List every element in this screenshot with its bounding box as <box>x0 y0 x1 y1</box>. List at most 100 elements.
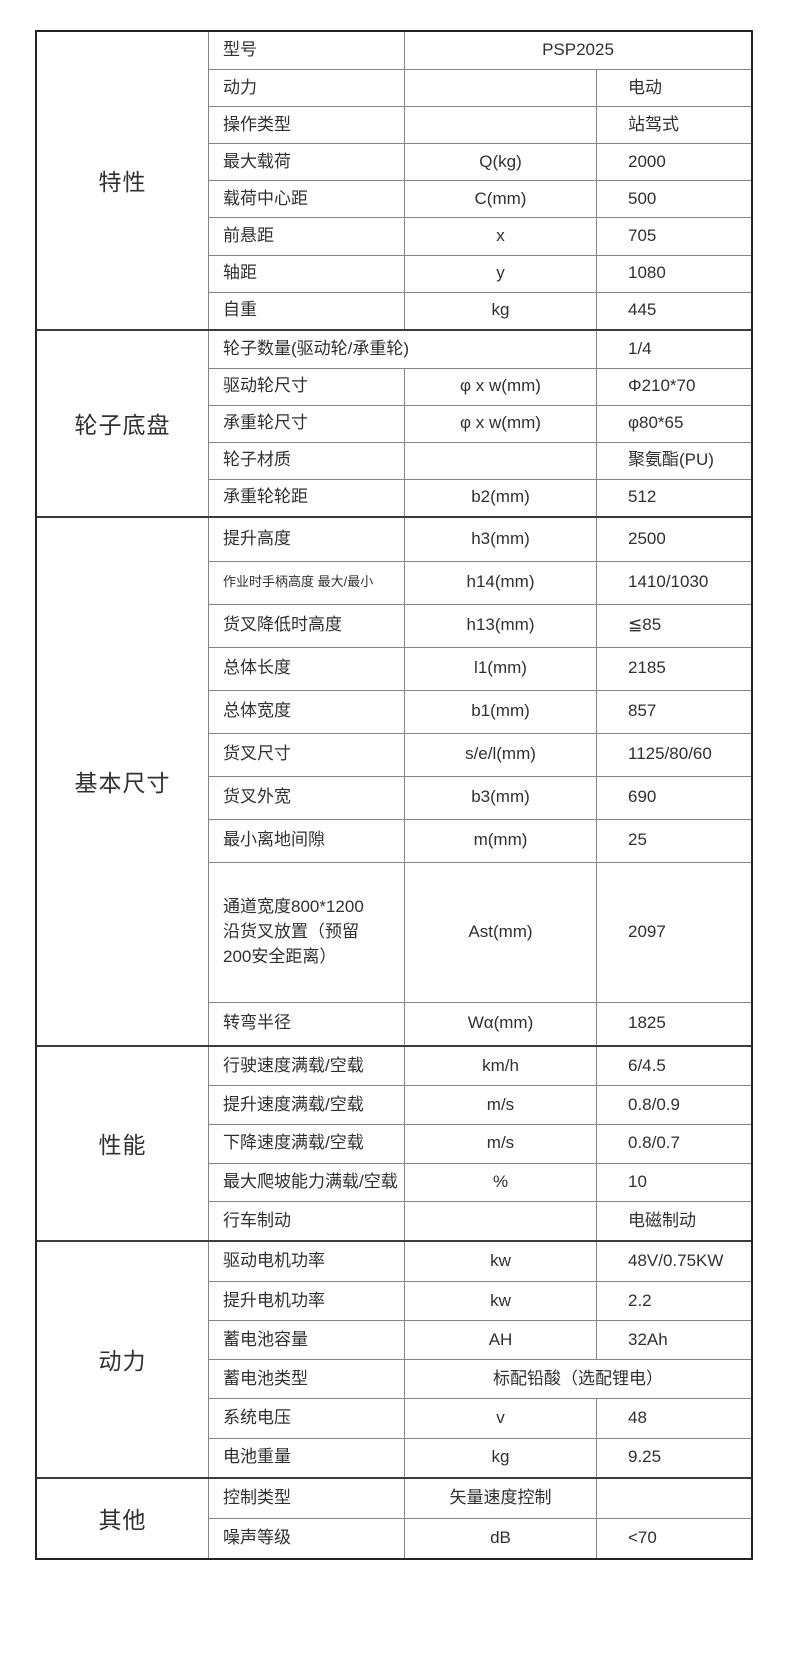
param-label: 承重轮尺寸 <box>223 413 308 433</box>
param-value: 25 <box>596 819 751 862</box>
spec-row: 承重轮尺寸 φ x w(mm) φ80*65 <box>209 404 751 442</box>
param-value: 10 <box>596 1163 751 1202</box>
spec-row: 最大爬坡能力满载/空载% 10 <box>209 1162 751 1202</box>
param-value: 聚氨酯(PU) <box>596 442 751 479</box>
param-value: 48 <box>596 1399 751 1438</box>
section-rows: 轮子数量(驱动轮/承重轮) 1/4 驱动轮尺寸 φ x w(mm) Φ210*70 承重轮… <box>209 330 751 516</box>
param-symbol: kg <box>404 1438 596 1477</box>
param-label: 轮子材质 <box>223 450 291 470</box>
param-value: 2.2 <box>596 1281 751 1321</box>
param-label: 系统电压 <box>223 1408 291 1428</box>
param-value: 站驾式 <box>596 107 751 144</box>
param-value: φ80*65 <box>596 405 751 442</box>
spec-row: 载荷中心距 C(mm) 500 <box>209 180 751 218</box>
param-value: 0.8/0.7 <box>596 1124 751 1163</box>
param-symbol: m/s <box>404 1086 596 1124</box>
spec-row: 动力 电动 <box>209 69 751 107</box>
spec-section-4: 动力 驱动电机功率 kw 48V/0.75KW 提升电机功率 kw 2.2 蓄电池容量 AH 32… <box>37 1239 751 1477</box>
param-symbol: km/h <box>404 1046 596 1086</box>
spec-row: 自重 kg 445 <box>209 291 751 329</box>
spec-row: 承重轮轮距 b2(mm) 512 <box>209 478 751 516</box>
spec-section-0: 特性 型号 PSP2025 动力 电动 操作类型 站驾式 最大载荷 Q(kg) 2000 载荷中心距… <box>37 32 751 329</box>
section-rows: 型号 PSP2025 动力 电动 操作类型 站驾式 最大载荷 Q(kg) 2000 载荷中心距 C(… <box>209 32 751 329</box>
spec-row: 操作类型 站驾式 <box>209 106 751 144</box>
section-rows: 行驶速度满载/空载 km/h 6/4.5 提升速度满载/空载 m/s 0.8/0.9 下降速… <box>209 1046 751 1240</box>
param-value: 1125/80/60 <box>596 733 751 776</box>
param-symbol <box>404 442 596 479</box>
param-label: 驱动轮尺寸 <box>223 376 308 396</box>
param-symbol: h14(mm) <box>404 561 596 604</box>
param-label: 下降速度满载/空载 <box>223 1133 364 1153</box>
section-rows: 驱动电机功率 kw 48V/0.75KW 提升电机功率 kw 2.2 蓄电池容量 AH 32Ah… <box>209 1241 751 1477</box>
spec-row: 前悬距 x 705 <box>209 217 751 255</box>
param-symbol: kw <box>404 1241 596 1281</box>
param-symbol: l1(mm) <box>404 647 596 690</box>
param-symbol <box>404 1202 596 1240</box>
category-label: 其他 <box>37 1478 209 1558</box>
spec-row: 行驶速度满载/空载 km/h 6/4.5 <box>209 1046 751 1086</box>
param-value: 1080 <box>596 255 751 292</box>
param-value: 2500 <box>596 517 751 561</box>
spec-row: 总体长度 l1(mm) 2185 <box>209 646 751 690</box>
spec-row: 下降速度满载/空载 m/s 0.8/0.7 <box>209 1123 751 1163</box>
param-label: 轮子数量(驱动轮/承重轮) <box>223 338 410 358</box>
param-value: 2185 <box>596 647 751 690</box>
param-symbol: kg <box>404 292 596 329</box>
spec-row: 最小离地间隙 m(mm) 25 <box>209 818 751 862</box>
param-label: 总体长度 <box>223 658 291 678</box>
spec-row: 蓄电池类型 标配铅酸（选配锂电） <box>209 1359 751 1399</box>
spec-section-2: 基本尺寸 提升高度 h3(mm) 2500 作业时手柄高度 最大/最小 h14(mm) 14… <box>37 515 751 1045</box>
category-label: 性能 <box>37 1046 209 1240</box>
param-label: 动力 <box>223 77 257 97</box>
spec-row: 货叉外宽 b3(mm) 690 <box>209 775 751 819</box>
param-symbol <box>404 70 596 107</box>
param-label: 提升高度 <box>223 528 291 548</box>
param-label: 型号 <box>223 40 257 60</box>
param-symbol: x <box>404 218 596 255</box>
param-value: 1825 <box>596 1002 751 1045</box>
section-rows: 控制类型 矢量速度控制 噪声等级 dB <70 <box>209 1478 751 1558</box>
param-label: 电池重量 <box>223 1447 291 1467</box>
param-label: 前悬距 <box>223 226 274 246</box>
spec-row: 提升速度满载/空载 m/s 0.8/0.9 <box>209 1085 751 1124</box>
param-value: ≦85 <box>596 604 751 647</box>
spec-row: 控制类型 矢量速度控制 <box>209 1478 751 1519</box>
param-label: 蓄电池容量 <box>223 1329 308 1349</box>
param-label: 操作类型 <box>223 114 291 134</box>
param-value: 857 <box>596 690 751 733</box>
spec-row: 轮子数量(驱动轮/承重轮) 1/4 <box>209 330 751 368</box>
spec-row: 货叉尺寸 s/e/l(mm) 1125/80/60 <box>209 732 751 776</box>
param-value <box>596 1478 751 1519</box>
param-value: 445 <box>596 292 751 329</box>
param-symbol: dB <box>404 1519 596 1558</box>
spec-row: 电池重量 kg 9.25 <box>209 1437 751 1477</box>
param-label: 货叉尺寸 <box>223 744 291 764</box>
param-value: 705 <box>596 218 751 255</box>
spec-row: 总体宽度 b1(mm) 857 <box>209 689 751 733</box>
param-label: 提升电机功率 <box>223 1290 325 1310</box>
category-label: 基本尺寸 <box>37 517 209 1045</box>
param-symbol: b1(mm) <box>404 690 596 733</box>
spec-row: 轮子材质 聚氨酯(PU) <box>209 441 751 479</box>
param-label: 噪声等级 <box>223 1528 291 1548</box>
spec-row: 驱动轮尺寸 φ x w(mm) Φ210*70 <box>209 367 751 405</box>
param-value: 690 <box>596 776 751 819</box>
param-label: 通道宽度800*1200 沿货叉放置（预留 200安全距离） <box>223 897 364 966</box>
category-label: 特性 <box>37 32 209 329</box>
param-symbol: s/e/l(mm) <box>404 733 596 776</box>
param-label: 承重轮轮距 <box>223 487 308 507</box>
category-label: 动力 <box>37 1241 209 1477</box>
param-label: 最大爬坡能力满载/空载 <box>223 1172 398 1191</box>
param-symbol: % <box>404 1163 596 1202</box>
param-label: 货叉降低时高度 <box>223 615 342 635</box>
param-label: 提升速度满载/空载 <box>223 1094 364 1114</box>
section-rows: 提升高度 h3(mm) 2500 作业时手柄高度 最大/最小 h14(mm) 1410/1… <box>209 517 751 1045</box>
param-value: 32Ah <box>596 1321 751 1360</box>
param-label: 最小离地间隙 <box>223 830 325 850</box>
spec-row: 驱动电机功率 kw 48V/0.75KW <box>209 1241 751 1281</box>
param-symbol: Q(kg) <box>404 144 596 181</box>
param-symbol <box>404 107 596 144</box>
param-value: Φ210*70 <box>596 368 751 405</box>
param-value: 6/4.5 <box>596 1046 751 1086</box>
spec-section-1: 轮子底盘 轮子数量(驱动轮/承重轮) 1/4 驱动轮尺寸 φ x w(mm) Φ210*7… <box>37 328 751 516</box>
